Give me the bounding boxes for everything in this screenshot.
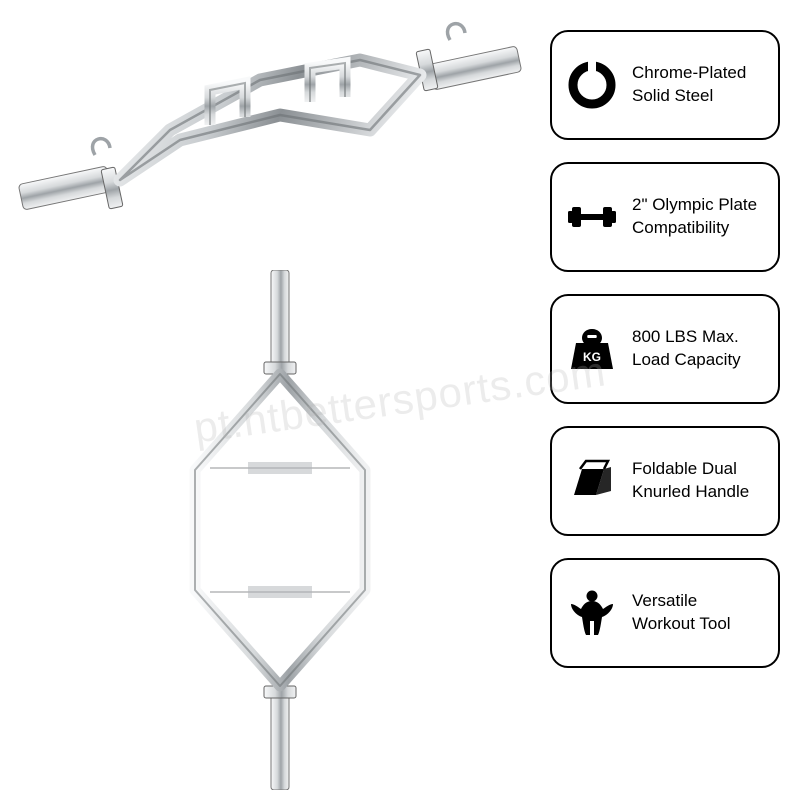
feature-card-foldable: Foldable Dual Knurled Handle bbox=[550, 426, 780, 536]
feature-label: 800 LBS Max. Load Capacity bbox=[632, 326, 762, 372]
svg-text:KG: KG bbox=[583, 350, 601, 364]
features-list: Chrome-Plated Solid Steel 2" Olympic Pla… bbox=[550, 30, 780, 668]
feature-card-versatile: Versatile Workout Tool bbox=[550, 558, 780, 668]
feature-card-capacity: KG 800 LBS Max. Load Capacity bbox=[550, 294, 780, 404]
hexbar-topdown-image bbox=[140, 270, 420, 790]
fold-icon bbox=[566, 455, 618, 507]
product-image-area bbox=[0, 0, 540, 800]
ring-icon bbox=[566, 59, 618, 111]
hexbar-angled-image bbox=[10, 20, 530, 250]
feature-label: Foldable Dual Knurled Handle bbox=[632, 458, 762, 504]
feature-card-olympic: 2" Olympic Plate Compatibility bbox=[550, 162, 780, 272]
feature-label: Chrome-Plated Solid Steel bbox=[632, 62, 762, 108]
feature-label: 2" Olympic Plate Compatibility bbox=[632, 194, 762, 240]
dumbbell-icon bbox=[566, 191, 618, 243]
feature-label: Versatile Workout Tool bbox=[632, 590, 762, 636]
kettlebell-weight-icon: KG bbox=[566, 323, 618, 375]
muscle-icon bbox=[566, 587, 618, 639]
feature-card-chrome: Chrome-Plated Solid Steel bbox=[550, 30, 780, 140]
